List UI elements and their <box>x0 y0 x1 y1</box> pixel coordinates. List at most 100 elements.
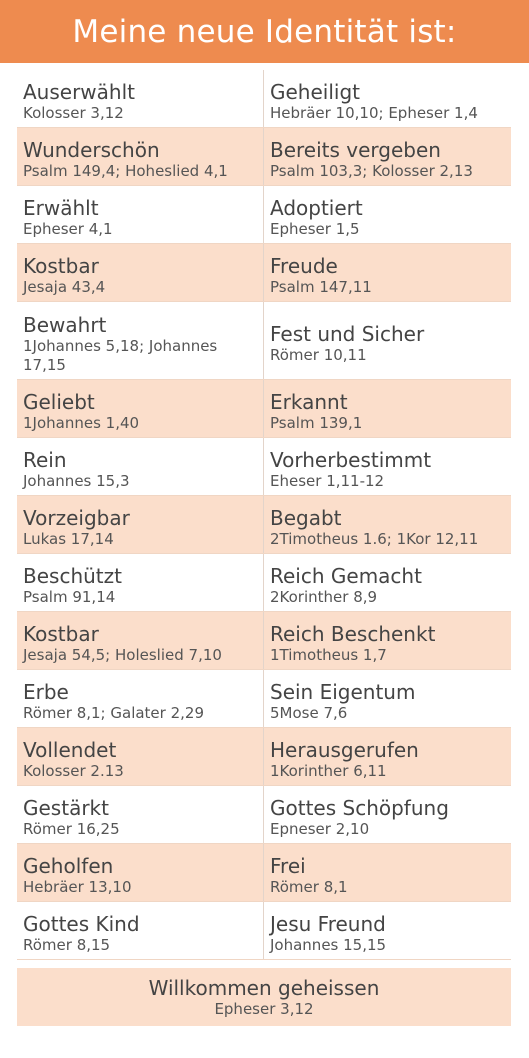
identity-word: Geholfen <box>23 854 114 878</box>
table-cell: Bereits vergeben Psalm 103,3; Kolosser 2… <box>264 128 511 185</box>
table-row: Wunderschön Psalm 149,4; Hoheslied 4,1 B… <box>17 128 511 186</box>
table-cell: Bewahrt 1Johannes 5,18; Johannes 17,15 <box>17 302 264 379</box>
table-row: Kostbar Jesaja 43,4 Freude Psalm 147,11 <box>17 244 511 302</box>
scripture-reference: Hebräer 10,10; Epheser 1,4 <box>270 104 478 122</box>
table-cell: Geholfen Hebräer 13,10 <box>17 844 264 901</box>
identity-word: Willkommen geheissen <box>148 975 380 1000</box>
scripture-reference: Römer 16,25 <box>23 820 120 838</box>
table-row: Gestärkt Römer 16,25 Gottes Schöpfung Ep… <box>17 786 511 844</box>
footer-row: Willkommen geheissen Epheser 3,12 <box>17 968 511 1026</box>
scripture-reference: Kolosser 3,12 <box>23 104 124 122</box>
identity-word: Gottes Kind <box>23 912 140 936</box>
identity-word: Sein Eigentum <box>270 680 416 704</box>
identity-word: Auserwählt <box>23 80 135 104</box>
scripture-reference: Epheser 4,1 <box>23 220 113 238</box>
scripture-reference: Psalm 147,11 <box>270 278 372 296</box>
table-cell: Vorzeigbar Lukas 17,14 <box>17 496 264 553</box>
identity-word: Gottes Schöpfung <box>270 796 449 820</box>
table-cell: Reich Beschenkt 1Timotheus 1,7 <box>264 612 511 669</box>
table-cell: Erkannt Psalm 139,1 <box>264 380 511 437</box>
table-row: Rein Johannes 15,3 Vorherbestimmt Eheser… <box>17 438 511 496</box>
scripture-reference: Jesaja 54,5; Holeslied 7,10 <box>23 646 222 664</box>
identity-word: Vorherbestimmt <box>270 448 432 472</box>
table-row: Auserwählt Kolosser 3,12 Geheiligt Hebrä… <box>17 70 511 128</box>
table-cell: Gottes Schöpfung Epneser 2,10 <box>264 786 511 843</box>
table-row: Erbe Römer 8,1; Galater 2,29 Sein Eigent… <box>17 670 511 728</box>
scripture-reference: Epneser 2,10 <box>270 820 370 838</box>
table-cell: Gottes Kind Römer 8,15 <box>17 902 264 959</box>
identity-word: Herausgerufen <box>270 738 419 762</box>
table-cell: Erwählt Epheser 4,1 <box>17 186 264 243</box>
identity-word: Wunderschön <box>23 138 160 162</box>
scripture-reference: Psalm 149,4; Hoheslied 4,1 <box>23 162 228 180</box>
table-cell: Reich Gemacht 2Korinther 8,9 <box>264 554 511 611</box>
identity-word: Vollendet <box>23 738 117 762</box>
table-cell: Vorherbestimmt Eheser 1,11-12 <box>264 438 511 495</box>
header-banner: Meine neue Identität ist: <box>0 0 529 63</box>
table-cell: Vollendet Kolosser 2.13 <box>17 728 264 785</box>
table-row: Beschützt Psalm 91,14 Reich Gemacht 2Kor… <box>17 554 511 612</box>
scripture-reference: 5Mose 7,6 <box>270 704 348 722</box>
identity-word: Erbe <box>23 680 69 704</box>
scripture-reference: Psalm 91,14 <box>23 588 116 606</box>
identity-table: Auserwählt Kolosser 3,12 Geheiligt Hebrä… <box>17 70 511 960</box>
identity-word: Fest und Sicher <box>270 322 425 346</box>
table-cell: Auserwählt Kolosser 3,12 <box>17 70 264 127</box>
identity-word: Begabt <box>270 506 342 530</box>
table-cell: Freude Psalm 147,11 <box>264 244 511 301</box>
identity-word: Freude <box>270 254 338 278</box>
identity-word: Frei <box>270 854 306 878</box>
identity-word: Vorzeigbar <box>23 506 130 530</box>
scripture-reference: Psalm 139,1 <box>270 414 363 432</box>
scripture-reference: Johannes 15,3 <box>23 472 130 490</box>
table-cell: Begabt 2Timotheus 1.6; 1Kor 12,11 <box>264 496 511 553</box>
table-cell: Geliebt 1Johannes 1,40 <box>17 380 264 437</box>
scripture-reference: 2Timotheus 1.6; 1Kor 12,11 <box>270 530 479 548</box>
identity-word: Beschützt <box>23 564 122 588</box>
scripture-reference: Psalm 103,3; Kolosser 2,13 <box>270 162 473 180</box>
identity-word: Reich Beschenkt <box>270 622 436 646</box>
identity-word: Erwählt <box>23 196 99 220</box>
identity-word: Bereits vergeben <box>270 138 441 162</box>
table-row: Vollendet Kolosser 2.13 Herausgerufen 1K… <box>17 728 511 786</box>
identity-word: Adoptiert <box>270 196 363 220</box>
table-cell: Adoptiert Epheser 1,5 <box>264 186 511 243</box>
scripture-reference: Kolosser 2.13 <box>23 762 124 780</box>
identity-word: Geheiligt <box>270 80 360 104</box>
scripture-reference: Epheser 1,5 <box>270 220 360 238</box>
table-row: Geliebt 1Johannes 1,40 Erkannt Psalm 139… <box>17 380 511 438</box>
table-cell: Wunderschön Psalm 149,4; Hoheslied 4,1 <box>17 128 264 185</box>
scripture-reference: Hebräer 13,10 <box>23 878 132 896</box>
scripture-reference: Römer 8,15 <box>23 936 111 954</box>
table-row: Erwählt Epheser 4,1 Adoptiert Epheser 1,… <box>17 186 511 244</box>
scripture-reference: Römer 10,11 <box>270 346 367 364</box>
table-cell: Jesu Freund Johannes 15,15 <box>264 902 511 959</box>
table-cell: Gestärkt Römer 16,25 <box>17 786 264 843</box>
table-row: Geholfen Hebräer 13,10 Frei Römer 8,1 <box>17 844 511 902</box>
scripture-reference: Epheser 3,12 <box>214 999 314 1018</box>
table-row: Gottes Kind Römer 8,15 Jesu Freund Johan… <box>17 902 511 960</box>
identity-word: Kostbar <box>23 622 99 646</box>
table-cell: Erbe Römer 8,1; Galater 2,29 <box>17 670 264 727</box>
table-cell: Fest und Sicher Römer 10,11 <box>264 302 511 379</box>
identity-word: Gestärkt <box>23 796 109 820</box>
table-cell: Herausgerufen 1Korinther 6,11 <box>264 728 511 785</box>
table-cell: Geheiligt Hebräer 10,10; Epheser 1,4 <box>264 70 511 127</box>
scripture-reference: 1Timotheus 1,7 <box>270 646 387 664</box>
table-row: Bewahrt 1Johannes 5,18; Johannes 17,15 F… <box>17 302 511 380</box>
table-cell: Kostbar Jesaja 43,4 <box>17 244 264 301</box>
scripture-reference: Römer 8,1 <box>270 878 348 896</box>
identity-word: Erkannt <box>270 390 348 414</box>
scripture-reference: 1Korinther 6,11 <box>270 762 387 780</box>
table-cell: Sein Eigentum 5Mose 7,6 <box>264 670 511 727</box>
scripture-reference: Römer 8,1; Galater 2,29 <box>23 704 204 722</box>
table-row: Kostbar Jesaja 54,5; Holeslied 7,10 Reic… <box>17 612 511 670</box>
table-row: Vorzeigbar Lukas 17,14 Begabt 2Timotheus… <box>17 496 511 554</box>
table-cell: Rein Johannes 15,3 <box>17 438 264 495</box>
table-cell: Frei Römer 8,1 <box>264 844 511 901</box>
scripture-reference: 1Johannes 1,40 <box>23 414 140 432</box>
identity-word: Reich Gemacht <box>270 564 422 588</box>
scripture-reference: Lukas 17,14 <box>23 530 114 548</box>
identity-word: Kostbar <box>23 254 99 278</box>
scripture-reference: Jesaja 43,4 <box>23 278 106 296</box>
